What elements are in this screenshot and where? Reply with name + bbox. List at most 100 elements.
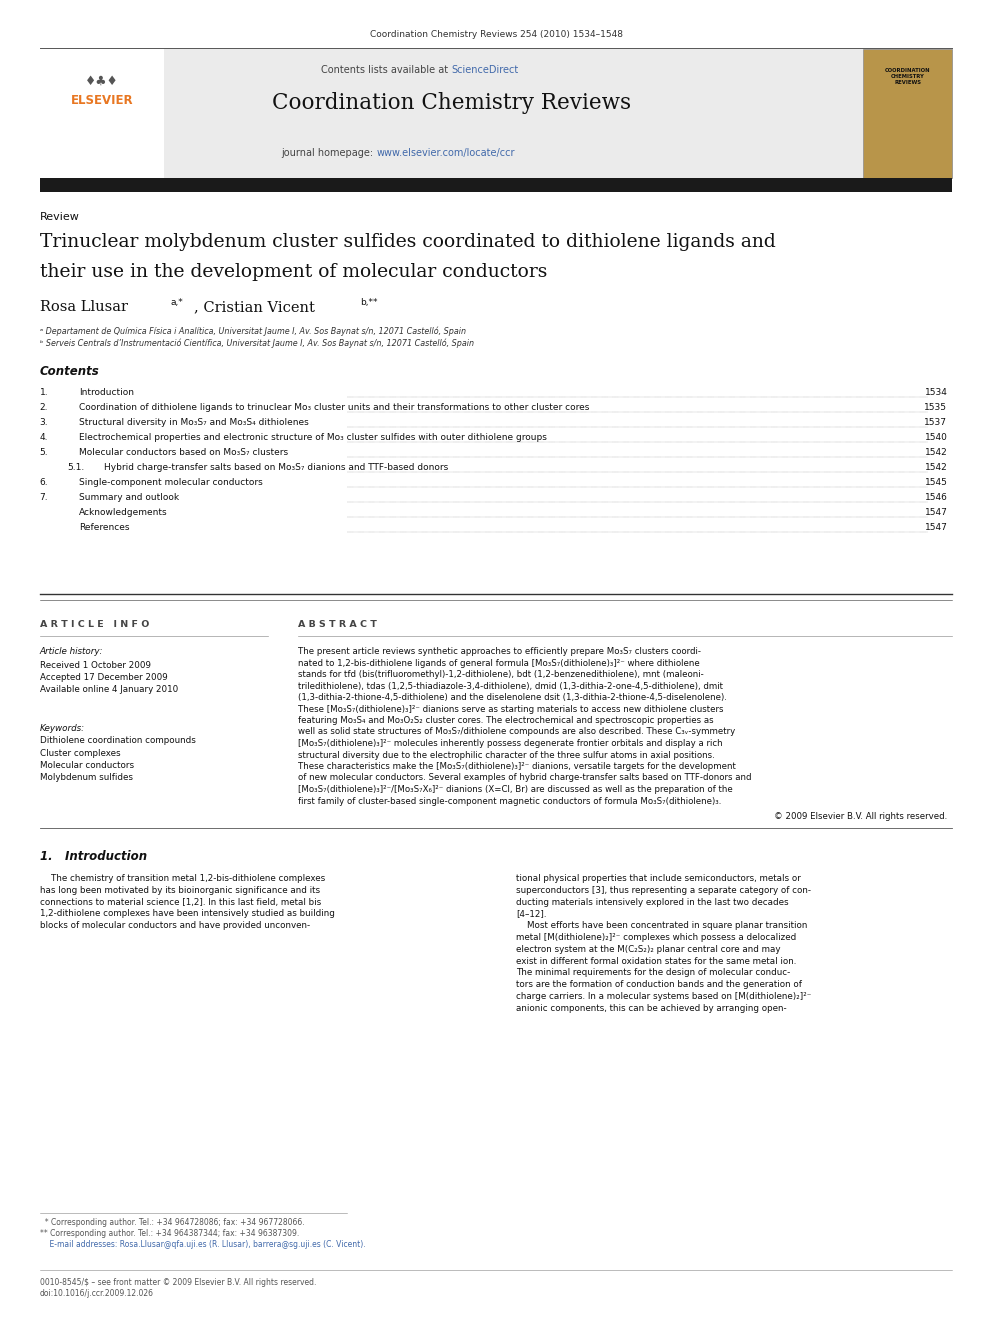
Text: COORDINATION
CHEMISTRY
REVIEWS: COORDINATION CHEMISTRY REVIEWS [885,67,930,85]
Text: Coordination of dithiolene ligands to trinuclear Mo₃ cluster units and their tra: Coordination of dithiolene ligands to tr… [79,404,589,411]
Text: 1547: 1547 [925,508,947,517]
Text: www.elsevier.com/locate/ccr: www.elsevier.com/locate/ccr [377,148,516,157]
Text: Rosa Llusar: Rosa Llusar [40,300,128,314]
Text: ᵃ Departament de Química Física i Analítica, Universitat Jaume I, Av. Sos Baynat: ᵃ Departament de Química Física i Analít… [40,325,466,336]
Text: structural diversity due to the electrophilic character of the three sulfur atom: structural diversity due to the electrop… [298,750,714,759]
Text: Molecular conductors: Molecular conductors [40,761,134,770]
Text: Molecular conductors based on Mo₃S₇ clusters: Molecular conductors based on Mo₃S₇ clus… [79,448,289,456]
Text: tors are the formation of conduction bands and the generation of: tors are the formation of conduction ban… [516,980,802,990]
Text: [Mo₃S₇(dithiolene)₃]²⁻ molecules inherently possess degenerate frontier orbitals: [Mo₃S₇(dithiolene)₃]²⁻ molecules inheren… [298,740,722,747]
Text: triledithiolene), tdas (1,2,5-thiadiazole-3,4-dithiolene), dmid (1,3-dithia-2-on: triledithiolene), tdas (1,2,5-thiadiazol… [298,681,722,691]
Text: stands for tfd (bis(trifluoromethyl)-1,2-dithiolene), bdt (1,2-benzenedithiolene: stands for tfd (bis(trifluoromethyl)-1,2… [298,669,703,679]
Text: Single-component molecular conductors: Single-component molecular conductors [79,478,263,487]
Text: Coordination Chemistry Reviews: Coordination Chemistry Reviews [272,93,631,114]
Bar [164,49,863,179]
Text: Accepted 17 December 2009: Accepted 17 December 2009 [40,673,168,681]
Text: These characteristics make the [Mo₃S₇(dithiolene)₃]²⁻ dianions, versatile target: These characteristics make the [Mo₃S₇(di… [298,762,735,771]
Text: Cluster complexes: Cluster complexes [40,749,120,758]
Text: (1,3-dithia-2-thione-4,5-dithiolene) and the diselenolene dsit (1,3-dithia-2-thi: (1,3-dithia-2-thione-4,5-dithiolene) and… [298,693,726,703]
Bar [40,179,952,192]
Text: well as solid state structures of Mo₃S₇/dithiolene compounds are also described.: well as solid state structures of Mo₃S₇/… [298,728,735,737]
Text: E-mail addresses: Rosa.Llusar@qfa.uji.es (R. Llusar), barrera@sg.uji.es (C. Vice: E-mail addresses: Rosa.Llusar@qfa.uji.es… [40,1240,365,1249]
Text: Summary and outlook: Summary and outlook [79,493,180,501]
Text: 6.: 6. [40,478,49,487]
Text: Available online 4 January 2010: Available online 4 January 2010 [40,685,178,695]
Text: References: References [79,523,130,532]
Text: 0010-8545/$ – see front matter © 2009 Elsevier B.V. All rights reserved.: 0010-8545/$ – see front matter © 2009 El… [40,1278,316,1287]
Text: Hybrid charge-transfer salts based on Mo₃S₇ dianions and TTF-based donors: Hybrid charge-transfer salts based on Mo… [104,463,448,472]
Text: Keywords:: Keywords: [40,724,84,733]
Text: [Mo₃S₇(dithiolene)₃]²⁻/[Mo₃S₇X₆]²⁻ dianions (X=Cl, Br) are discussed as well as : [Mo₃S₇(dithiolene)₃]²⁻/[Mo₃S₇X₆]²⁻ diani… [298,785,732,794]
Text: ELSEVIER: ELSEVIER [70,94,134,106]
Text: Trinuclear molybdenum cluster sulfides coordinated to dithiolene ligands and: Trinuclear molybdenum cluster sulfides c… [40,233,776,251]
Text: Dithiolene coordination compounds: Dithiolene coordination compounds [40,736,195,745]
Text: © 2009 Elsevier B.V. All rights reserved.: © 2009 Elsevier B.V. All rights reserved… [774,812,947,822]
Text: of new molecular conductors. Several examples of hybrid charge-transfer salts ba: of new molecular conductors. Several exa… [298,774,751,782]
Text: Molybdenum sulfides: Molybdenum sulfides [40,774,133,782]
Text: A R T I C L E   I N F O: A R T I C L E I N F O [40,620,149,628]
Text: journal homepage:: journal homepage: [282,148,377,157]
Text: 1.: 1. [40,388,49,397]
Text: superconductors [3], thus representing a separate category of con-: superconductors [3], thus representing a… [516,886,810,894]
Text: The minimal requirements for the design of molecular conduc-: The minimal requirements for the design … [516,968,790,978]
Text: tional physical properties that include semiconductors, metals or: tional physical properties that include … [516,875,801,882]
Text: charge carriers. In a molecular systems based on [M(dithiolene)₂]²⁻: charge carriers. In a molecular systems … [516,992,811,1002]
Text: , Cristian Vicent: , Cristian Vicent [194,300,315,314]
Text: blocks of molecular conductors and have provided unconven-: blocks of molecular conductors and have … [40,921,310,930]
Text: ducting materials intensively explored in the last two decades: ducting materials intensively explored i… [516,897,789,906]
Text: ScienceDirect: ScienceDirect [451,65,519,75]
Text: nated to 1,2-bis-dithiolene ligands of general formula [Mo₃S₇(dithiolene)₃]²⁻ wh: nated to 1,2-bis-dithiolene ligands of g… [298,659,699,668]
Text: electron system at the M(C₂S₂)₂ planar central core and may: electron system at the M(C₂S₂)₂ planar c… [516,945,781,954]
Text: 1546: 1546 [925,493,947,501]
Text: metal [M(dithiolene)₂]²⁻ complexes which possess a delocalized: metal [M(dithiolene)₂]²⁻ complexes which… [516,933,797,942]
Text: 5.1.: 5.1. [67,463,84,472]
Text: ᵇ Serveis Centrals d’Instrumentació Científica, Universitat Jaume I, Av. Sos Bay: ᵇ Serveis Centrals d’Instrumentació Cien… [40,339,474,348]
Text: anionic components, this can be achieved by arranging open-: anionic components, this can be achieved… [516,1004,787,1013]
Text: Structural diversity in Mo₃S₇ and Mo₃S₄ dithiolenes: Structural diversity in Mo₃S₇ and Mo₃S₄ … [79,418,310,427]
Text: Coordination Chemistry Reviews 254 (2010) 1534–1548: Coordination Chemistry Reviews 254 (2010… [369,30,623,38]
Text: 1545: 1545 [925,478,947,487]
Text: Introduction: Introduction [79,388,134,397]
Text: These [Mo₃S₇(dithiolene)₃]²⁻ dianions serve as starting materials to access new : These [Mo₃S₇(dithiolene)₃]²⁻ dianions se… [298,705,723,713]
Text: Acknowledgements: Acknowledgements [79,508,168,517]
Text: Article history:: Article history: [40,647,103,656]
Text: 4.: 4. [40,433,49,442]
Text: exist in different formal oxidation states for the same metal ion.: exist in different formal oxidation stat… [516,957,797,966]
Text: 1542: 1542 [925,463,947,472]
Text: 5.: 5. [40,448,49,456]
Text: 2.: 2. [40,404,49,411]
Bar [863,49,952,179]
Text: 1534: 1534 [925,388,947,397]
Text: Received 1 October 2009: Received 1 October 2009 [40,662,151,669]
Text: [4–12].: [4–12]. [516,909,547,918]
Text: 1,2-dithiolene complexes have been intensively studied as building: 1,2-dithiolene complexes have been inten… [40,909,334,918]
Text: a,*: a,* [171,298,184,307]
Text: doi:10.1016/j.ccr.2009.12.026: doi:10.1016/j.ccr.2009.12.026 [40,1289,154,1298]
Text: Contents: Contents [40,365,99,378]
Text: A B S T R A C T: A B S T R A C T [298,620,377,628]
Text: 1.   Introduction: 1. Introduction [40,849,147,863]
Text: connections to material science [1,2]. In this last field, metal bis: connections to material science [1,2]. I… [40,897,321,906]
Text: featuring Mo₃S₄ and Mo₃O₂S₂ cluster cores. The electrochemical and spectroscopic: featuring Mo₃S₄ and Mo₃O₂S₂ cluster core… [298,716,713,725]
Text: 1542: 1542 [925,448,947,456]
Text: ** Corresponding author. Tel.: +34 964387344; fax: +34 96387309.: ** Corresponding author. Tel.: +34 96438… [40,1229,299,1238]
Text: 1547: 1547 [925,523,947,532]
Text: Contents lists available at: Contents lists available at [321,65,451,75]
Text: first family of cluster-based single-component magnetic conductors of formula Mo: first family of cluster-based single-com… [298,796,721,806]
Text: their use in the development of molecular conductors: their use in the development of molecula… [40,263,547,280]
Text: Review: Review [40,212,79,222]
Text: ♦♣♦: ♦♣♦ [85,75,119,89]
Text: 1535: 1535 [925,404,947,411]
Text: 1540: 1540 [925,433,947,442]
Text: Electrochemical properties and electronic structure of Mo₃ cluster sulfides with: Electrochemical properties and electroni… [79,433,548,442]
Bar [40,49,164,179]
Text: The chemistry of transition metal 1,2-bis-dithiolene complexes: The chemistry of transition metal 1,2-bi… [40,875,325,882]
Text: The present article reviews synthetic approaches to efficiently prepare Mo₃S₇ cl: The present article reviews synthetic ap… [298,647,700,656]
Text: 1537: 1537 [925,418,947,427]
Text: 3.: 3. [40,418,49,427]
Text: 7.: 7. [40,493,49,501]
Text: * Corresponding author. Tel.: +34 964728086; fax: +34 967728066.: * Corresponding author. Tel.: +34 964728… [40,1218,305,1226]
Text: has long been motivated by its bioinorganic significance and its: has long been motivated by its bioinorga… [40,886,319,894]
Text: b,**: b,** [360,298,378,307]
Text: Most efforts have been concentrated in square planar transition: Most efforts have been concentrated in s… [516,921,807,930]
